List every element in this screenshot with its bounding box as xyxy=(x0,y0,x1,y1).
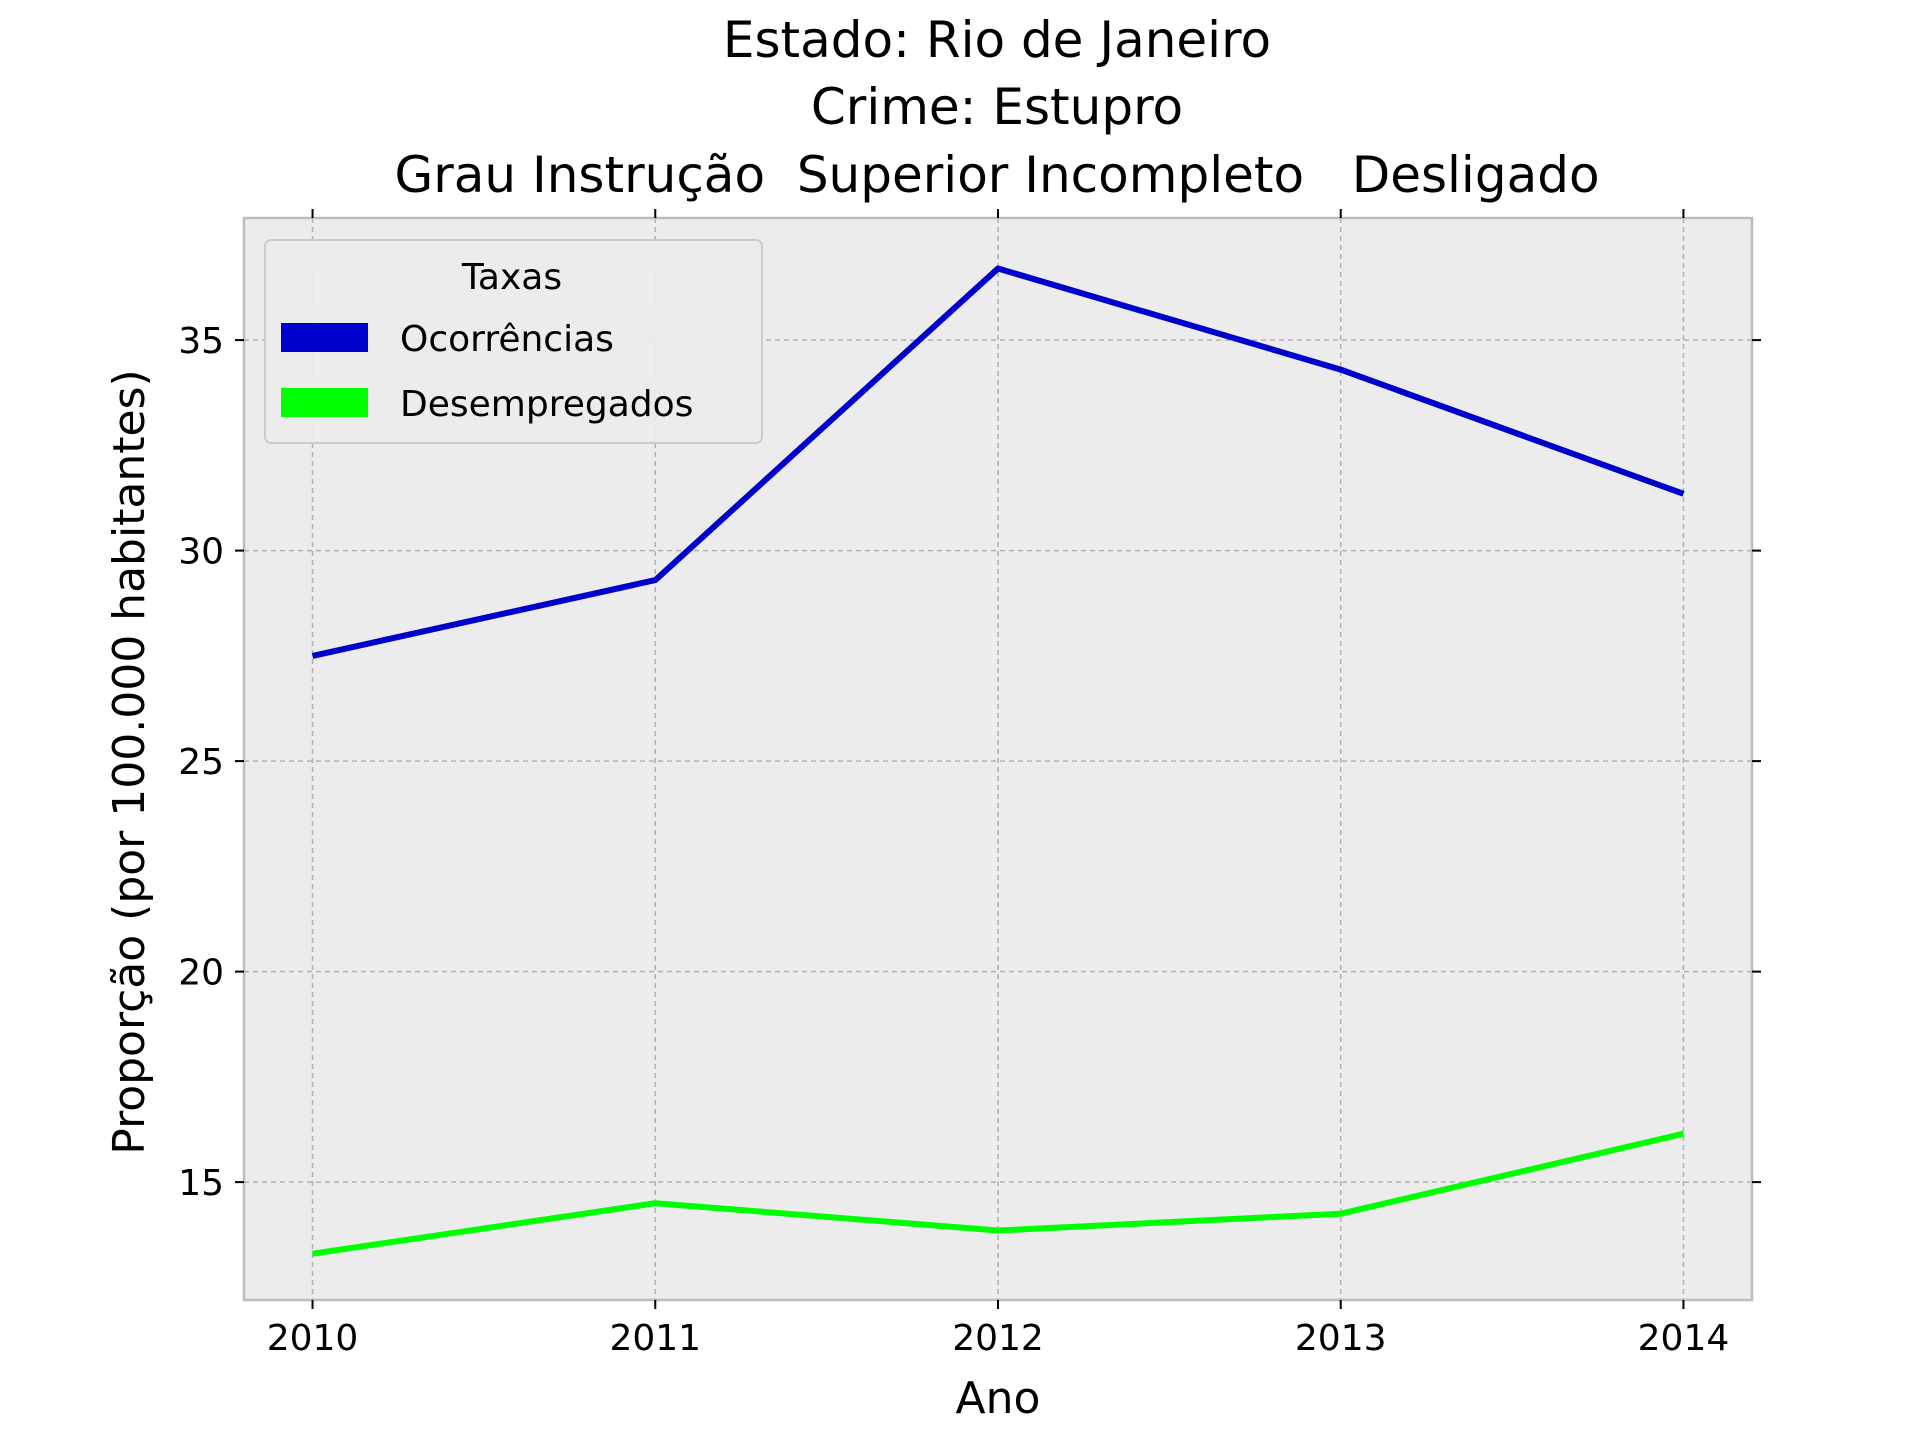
legend-label-desempregados: Desempregados xyxy=(400,384,693,425)
x-tick-label-2013: 2013 xyxy=(1295,1318,1387,1359)
x-tick-label-2010: 2010 xyxy=(267,1318,359,1359)
x-axis-label: Ano xyxy=(956,1373,1041,1424)
x-axis-ticks: 2010 2011 2012 2013 2014 xyxy=(267,209,1730,1359)
legend-label-ocorrencias: Ocorrências xyxy=(400,319,614,360)
legend-swatch-ocorrencias xyxy=(281,323,368,352)
chart-title-line-2: Crime: Estupro xyxy=(811,78,1183,136)
y-tick-label-20: 20 xyxy=(178,953,224,994)
chart-title: Estado: Rio de Janeiro Crime: Estupro Gr… xyxy=(394,11,1599,204)
legend-title: Taxas xyxy=(461,257,562,298)
x-tick-label-2011: 2011 xyxy=(609,1318,701,1359)
y-axis-label: Proporção (por 100.000 habitantes) xyxy=(104,369,155,1154)
chart-title-line-1: Estado: Rio de Janeiro xyxy=(723,11,1271,69)
chart-title-line-3: Grau Instrução Superior Incompleto Desli… xyxy=(394,146,1599,204)
y-tick-label-25: 25 xyxy=(178,742,224,783)
x-tick-label-2014: 2014 xyxy=(1638,1318,1730,1359)
y-tick-label-35: 35 xyxy=(178,321,224,362)
y-tick-label-30: 30 xyxy=(178,532,224,573)
legend: Taxas Ocorrências Desempregados xyxy=(264,239,763,444)
series-lines xyxy=(311,265,1685,1257)
y-axis-ticks: 15 20 25 30 35 xyxy=(178,321,1761,1204)
x-tick-label-2012: 2012 xyxy=(952,1318,1044,1359)
y-tick-label-15: 15 xyxy=(178,1163,224,1204)
legend-swatch-desempregados xyxy=(281,388,368,417)
legend-box xyxy=(264,239,763,444)
